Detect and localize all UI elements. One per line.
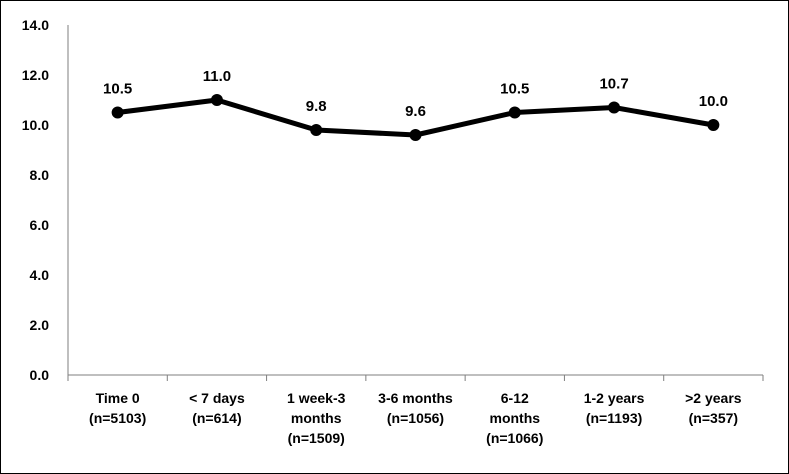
x-category-label: 1-2 years (n=1193) (584, 390, 645, 426)
x-category-label-line: (n=614) (192, 410, 241, 426)
x-category-label-line: (n=357) (689, 410, 738, 426)
x-category-label-line: 6-12 (501, 390, 529, 406)
x-category-label: 1 week-3 months (n=1509) (287, 390, 346, 446)
data-label: 10.7 (599, 76, 628, 93)
data-label: 10.5 (500, 81, 529, 98)
x-category-label-line: months (291, 410, 342, 426)
x-category-label: < 7 days (n=614) (189, 390, 245, 426)
y-tick-label: 0.0 (30, 367, 50, 383)
y-tick-label: 8.0 (30, 167, 50, 183)
data-point (409, 129, 422, 141)
y-tick-label: 12.0 (22, 67, 49, 83)
data-point (111, 106, 124, 119)
data-point (608, 101, 621, 114)
y-tick-label: 2.0 (30, 317, 50, 333)
data-labels: 10.5 11.0 9.8 9.6 10.5 10.7 10.0 (103, 68, 728, 120)
axes (67, 25, 764, 381)
x-category-label-line: (n=1509) (288, 430, 345, 446)
x-category-label-line: (n=1056) (387, 410, 444, 426)
x-category-labels: Time 0 (n=5103) < 7 days (n=614) 1 week-3 mon… (89, 390, 742, 446)
x-category-label-line: (n=1193) (586, 410, 642, 426)
data-point (310, 124, 323, 136)
x-category-label: 3-6 months (n=1056) (378, 390, 453, 426)
x-category-label-line: >2 years (685, 390, 742, 406)
data-point (508, 106, 521, 119)
x-category-label: Time 0 (n=5103) (89, 390, 146, 426)
data-point (707, 119, 720, 131)
x-category-label: 6-12 months (n=1066) (486, 390, 543, 446)
x-category-label-line: < 7 days (189, 390, 245, 406)
data-label: 9.6 (405, 103, 426, 120)
x-category-label: >2 years (n=357) (685, 390, 742, 426)
x-category-label-line: (n=1066) (486, 430, 543, 446)
x-category-label-line: 1 week-3 (287, 390, 346, 406)
y-tick-label: 4.0 (30, 267, 50, 283)
y-tick-label: 14.0 (22, 17, 49, 33)
x-category-label-line: 3-6 months (378, 390, 453, 406)
y-tick-labels: 0.0 2.0 4.0 6.0 8.0 10.0 12.0 14.0 (22, 17, 49, 383)
data-point (210, 94, 223, 106)
data-label: 11.0 (203, 68, 231, 85)
data-label: 10.5 (103, 81, 132, 98)
x-category-label-line: 1-2 years (584, 390, 645, 406)
x-category-label-line: (n=5103) (89, 410, 146, 426)
data-label: 9.8 (306, 98, 327, 115)
x-category-label-line: months (490, 410, 541, 426)
data-points (111, 94, 720, 141)
data-label: 10.0 (699, 93, 728, 110)
x-category-label-line: Time 0 (96, 390, 140, 406)
y-tick-label: 10.0 (22, 117, 49, 133)
y-tick-label: 6.0 (30, 217, 50, 233)
